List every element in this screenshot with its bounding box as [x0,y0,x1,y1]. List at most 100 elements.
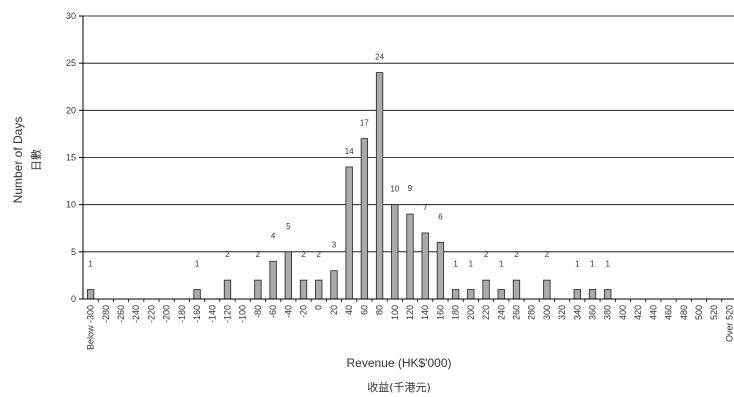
x-axis-label-secondary: 收益(千港元) [367,380,431,394]
data-label: 17 [360,119,369,128]
bar [315,279,323,300]
x-tick-label: -200 [162,305,172,323]
bar [360,138,369,300]
bar [406,213,414,300]
data-label: 2 [301,250,306,259]
data-label: 1 [88,260,93,269]
bar [86,289,95,300]
x-tick-label: -20 [299,305,309,318]
x-tick-label: 220 [481,305,491,320]
x-tick-label: 440 [648,305,658,320]
data-label: 1 [605,260,610,269]
bar [497,289,505,300]
data-label: 1 [453,260,458,269]
data-label: 1 [590,260,595,269]
bars [86,72,612,300]
x-tick-label: 480 [679,305,689,320]
x-tick-label: 240 [496,305,506,320]
bar [588,289,597,300]
x-tick-label: 380 [603,305,613,320]
bar [299,279,308,300]
x-tick-label: 100 [390,305,400,320]
data-label: 3 [332,241,337,250]
data-label: 1 [195,260,200,269]
bar [482,279,490,300]
data-label: 2 [256,250,261,259]
bar [330,270,338,300]
data-label: 4 [271,231,276,240]
bar [573,289,581,300]
y-tick-label: 15 [66,153,76,163]
data-label: 1 [575,260,580,269]
bar [543,279,551,300]
bar [223,279,232,300]
bar [604,289,612,300]
x-tick-label: 320 [557,305,567,320]
x-tick-label: 340 [572,305,582,320]
data-label: 7 [423,203,428,212]
x-tick-label: 180 [451,305,461,320]
bar [345,166,353,300]
x-tick-label: 400 [618,305,628,320]
data-label: 2 [545,250,550,259]
bar [467,289,475,300]
x-tick-label: 40 [344,305,354,315]
x-tick-label: 460 [664,305,674,320]
x-tick-label: 20 [329,305,339,315]
y-axis-ticks: 0 5 10 15 20 25 30 [66,11,83,304]
x-tick-label: 360 [588,305,598,320]
y-tick-label: 10 [66,200,76,210]
y-axis-label: Number of Days [11,117,25,204]
bar [269,260,277,300]
y-tick-label: 20 [66,105,76,115]
x-tick-label: -100 [238,305,248,323]
data-label: 2 [225,250,230,259]
x-tick-label: Over 520 [724,305,734,342]
data-label: 14 [345,147,354,156]
x-tick-label: 140 [420,305,430,320]
data-label: 10 [390,185,399,194]
x-tick-label: 200 [466,305,476,320]
x-tick-label: 280 [527,305,537,320]
x-tick-label: 300 [542,305,552,320]
x-axis-label: Revenue (HK$'000) [346,356,451,370]
data-label: 1 [499,260,504,269]
bar [512,279,521,300]
x-tick-label: -140 [207,305,217,323]
x-tick-label: -240 [131,305,141,323]
x-tick-label: 420 [633,305,643,320]
bar [451,289,460,300]
x-tick-label: 0 [314,305,324,310]
y-tick-label: 5 [71,247,76,257]
x-tick-label: 120 [405,305,415,320]
x-tick-label: 520 [709,305,719,320]
data-label: 2 [484,250,489,259]
x-tick-label: Below -300 [86,305,96,350]
x-tick-label: 260 [511,305,521,320]
x-tick-label: 500 [694,305,704,320]
y-tick-label: 0 [71,294,76,304]
x-axis-ticks: Below -300 -280 -260 -240 -220 -200 -180 -160 -1… [86,299,734,350]
x-tick-label: -260 [116,305,126,323]
x-tick-label: -180 [177,305,187,323]
bar [436,241,445,300]
bar [284,251,292,300]
data-label: 5 [286,222,291,231]
gridlines [83,15,734,253]
bar [193,289,201,300]
bar [421,232,429,300]
x-tick-label: 160 [435,305,445,320]
bar [375,72,384,300]
data-label: 2 [317,250,322,259]
data-label: 24 [375,53,384,62]
x-tick-label: 60 [359,305,369,315]
y-tick-label: 30 [66,11,76,21]
data-label: 1 [469,260,474,269]
x-tick-label: -80 [253,305,263,318]
x-tick-label: -160 [192,305,202,323]
x-tick-label: -280 [101,305,111,323]
x-tick-label: -60 [268,305,278,318]
x-tick-label: -120 [222,305,232,323]
